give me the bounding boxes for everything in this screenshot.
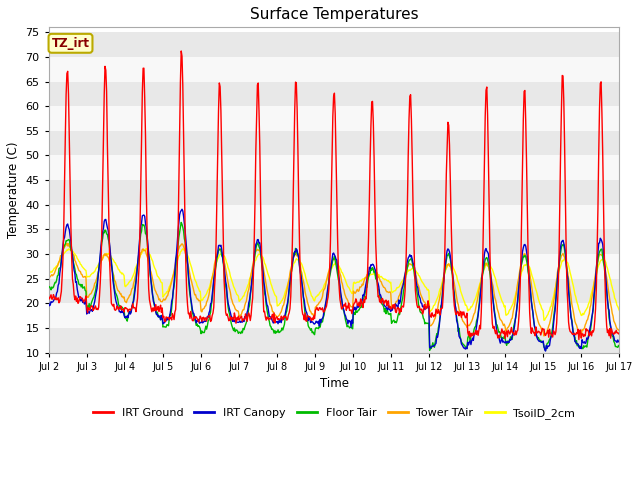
Bar — [49, 279, 620, 303]
Text: TZ_irt: TZ_irt — [51, 37, 90, 50]
Bar — [49, 328, 620, 353]
Bar — [49, 32, 620, 57]
Bar — [49, 106, 620, 131]
Bar — [49, 82, 620, 106]
Bar — [49, 156, 620, 180]
Bar — [49, 229, 620, 254]
Bar — [49, 303, 620, 328]
Legend: IRT Ground, IRT Canopy, Floor Tair, Tower TAir, TsoilD_2cm: IRT Ground, IRT Canopy, Floor Tair, Towe… — [88, 404, 580, 424]
Title: Surface Temperatures: Surface Temperatures — [250, 7, 419, 22]
Bar — [49, 131, 620, 156]
Bar — [49, 180, 620, 205]
Bar — [49, 254, 620, 279]
Bar — [49, 205, 620, 229]
X-axis label: Time: Time — [319, 377, 349, 390]
Y-axis label: Temperature (C): Temperature (C) — [7, 142, 20, 238]
Bar — [49, 57, 620, 82]
